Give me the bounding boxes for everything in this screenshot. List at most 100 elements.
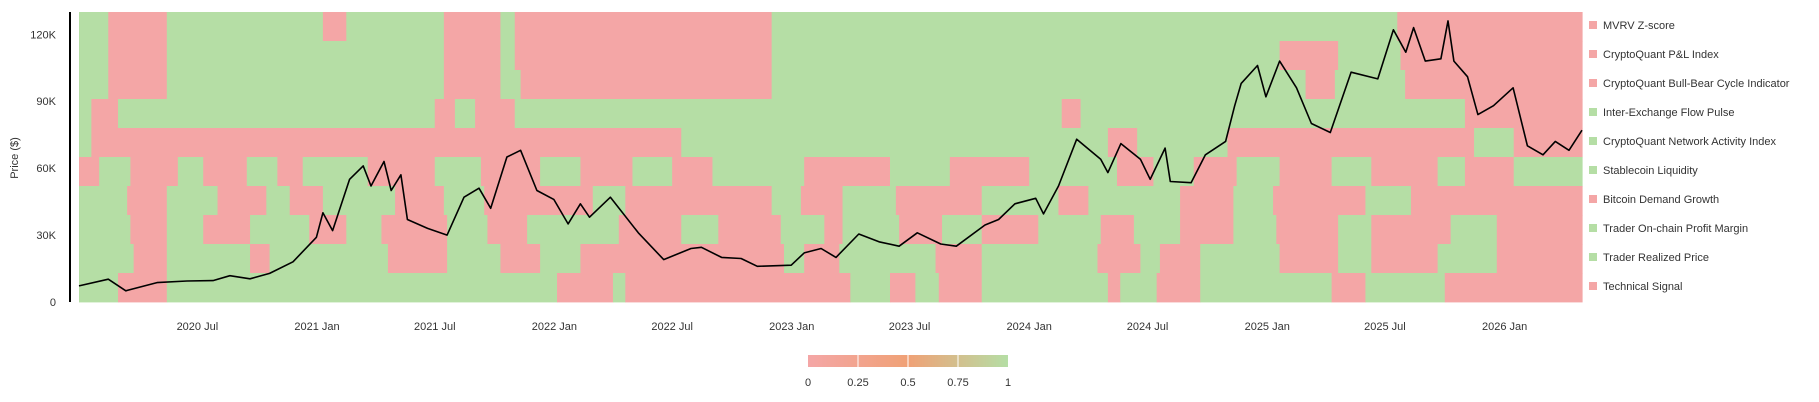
heatmap-cell bbox=[130, 157, 179, 187]
heatmap-cell bbox=[1331, 273, 1367, 303]
heatmap-cell bbox=[1334, 70, 1406, 100]
heatmap-cell bbox=[480, 157, 541, 187]
heatmap-cell bbox=[842, 186, 897, 216]
legend-label: CryptoQuant Network Activity Index bbox=[1603, 136, 1777, 148]
heatmap-cell bbox=[322, 186, 396, 216]
heatmap-cell bbox=[625, 186, 773, 216]
heatmap-cell bbox=[784, 244, 805, 274]
heatmap-cell bbox=[500, 244, 541, 274]
heatmap-cell bbox=[1371, 244, 1439, 274]
heatmap-cell bbox=[890, 157, 951, 187]
price-line bbox=[78, 20, 1583, 292]
heatmap-cell bbox=[443, 186, 485, 216]
heatmap-cell bbox=[269, 244, 389, 274]
legend-label: Stablecoin Liquidity bbox=[1603, 165, 1698, 177]
heatmap-cell bbox=[203, 157, 248, 187]
heatmap-cell bbox=[915, 273, 940, 303]
heatmap-cell bbox=[1397, 12, 1583, 42]
heatmap-cell bbox=[484, 186, 594, 216]
heatmap-cell bbox=[1276, 215, 1339, 245]
heatmap-cell bbox=[1464, 157, 1515, 187]
heatmap-cell bbox=[580, 244, 785, 274]
heatmap-cell bbox=[500, 70, 522, 100]
heatmap-cell bbox=[1236, 157, 1281, 187]
y-tick-label: 60K bbox=[36, 163, 56, 175]
heatmap-cell bbox=[1273, 186, 1367, 216]
heatmap-cell bbox=[250, 215, 310, 245]
heatmap-cell bbox=[79, 41, 109, 71]
legend-label: Bitcoin Demand Growth bbox=[1603, 194, 1719, 206]
heatmap-cell bbox=[454, 99, 476, 129]
heatmap-cell bbox=[712, 157, 805, 187]
heatmap-cell bbox=[1279, 157, 1333, 187]
heatmap-cell bbox=[443, 70, 502, 100]
heatmap-cell bbox=[133, 244, 168, 274]
heatmap-cell bbox=[1405, 70, 1583, 100]
heatmap-cell bbox=[824, 215, 844, 245]
heatmap-cell bbox=[612, 273, 626, 303]
y-axis: 0 30K 60K 90K 120K bbox=[30, 12, 71, 309]
heatmap-cell bbox=[771, 70, 1307, 100]
heatmap-cell bbox=[99, 157, 131, 187]
heatmap-cell bbox=[1305, 70, 1336, 100]
heatmap-cell bbox=[1088, 186, 1181, 216]
heatmap-cell bbox=[618, 215, 682, 245]
heatmap-cell bbox=[79, 128, 92, 158]
heatmap-cell bbox=[108, 12, 168, 42]
heatmap-cell bbox=[130, 215, 168, 245]
heatmap-cell bbox=[1410, 186, 1583, 216]
x-tick-label: 2024 Jan bbox=[1007, 321, 1052, 333]
heatmap-cell bbox=[79, 99, 92, 129]
heatmap-cell bbox=[1338, 244, 1372, 274]
heatmap-cell bbox=[166, 12, 324, 42]
colorbar-tick-label: 1 bbox=[1005, 377, 1011, 389]
heatmap-cell bbox=[1193, 157, 1238, 187]
heatmap-cell bbox=[166, 41, 445, 71]
heatmap-cell bbox=[672, 157, 714, 187]
heatmap-cell bbox=[1038, 215, 1102, 245]
y-tick-label: 0 bbox=[50, 297, 56, 309]
heatmap-cell bbox=[1180, 186, 1234, 216]
legend-swatch bbox=[1589, 166, 1597, 174]
heatmap-cell bbox=[1097, 244, 1141, 274]
heatmap-cell bbox=[166, 273, 558, 303]
heatmap-cell bbox=[1338, 41, 1402, 71]
heatmap-cell bbox=[166, 215, 204, 245]
heatmap-cell bbox=[127, 186, 168, 216]
heatmap-cell bbox=[309, 215, 347, 245]
heatmap-cell bbox=[346, 215, 383, 245]
x-tick-label: 2020 Jul bbox=[177, 321, 219, 333]
heatmap-cell bbox=[343, 128, 416, 158]
heatmap-cell bbox=[1371, 157, 1439, 187]
heatmap-cell bbox=[118, 273, 168, 303]
heatmap-cell bbox=[1496, 244, 1583, 274]
heatmap-cell bbox=[1365, 273, 1446, 303]
heatmap-cell bbox=[1159, 244, 1201, 274]
heatmap-cell bbox=[1180, 215, 1234, 245]
heatmap-cell bbox=[487, 215, 528, 245]
heatmap-cell bbox=[1338, 215, 1372, 245]
heatmap bbox=[79, 12, 1583, 303]
heatmap-cell bbox=[1080, 99, 1466, 129]
heatmap-cell bbox=[500, 41, 516, 71]
legend-label: CryptoQuant P&L Index bbox=[1603, 49, 1719, 61]
legend-label: Inter-Exchange Flow Pulse bbox=[1603, 107, 1734, 119]
heatmap-cell bbox=[1513, 128, 1583, 158]
heatmap-cell bbox=[850, 273, 891, 303]
colorbar-tick-label: 0.25 bbox=[847, 377, 868, 389]
heatmap-cell bbox=[804, 157, 891, 187]
heatmap-cell bbox=[1496, 215, 1583, 245]
heatmap-cell bbox=[1474, 128, 1515, 158]
legend-label: MVRV Z-score bbox=[1603, 20, 1675, 32]
heatmap-cell bbox=[895, 186, 983, 216]
heatmap-cell bbox=[289, 186, 324, 216]
heatmap-cell bbox=[302, 157, 369, 187]
heatmap-cell bbox=[949, 157, 1030, 187]
heatmap-cell bbox=[1444, 273, 1583, 303]
heatmap-cell bbox=[500, 12, 516, 42]
heatmap-cell bbox=[800, 186, 844, 216]
heatmap-cell bbox=[681, 128, 1109, 158]
heatmap-cell bbox=[540, 157, 582, 187]
y-tick-label: 30K bbox=[36, 230, 56, 242]
heatmap-cell bbox=[981, 215, 1039, 245]
